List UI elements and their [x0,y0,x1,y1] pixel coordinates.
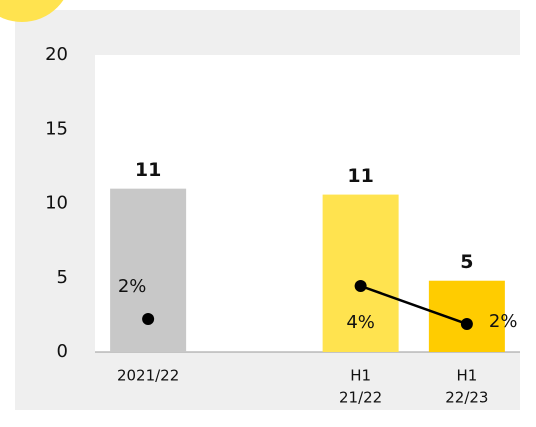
bar-value-label: 11 [347,165,373,187]
line-value-label: 4% [346,312,375,333]
y-tick-label: 20 [45,44,68,65]
x-tick-label: 2021/22 [117,367,179,385]
x-tick-label: H1 [456,367,477,385]
line-point [354,280,367,292]
bar [322,194,399,352]
bar-value-label: 5 [460,251,473,273]
line [360,284,468,326]
y-tick-label: 10 [45,193,68,214]
x-tick-label: H1 [350,367,371,385]
bar-value-label: 11 [135,159,161,181]
x-tick-label: 21/22 [339,389,382,407]
line-value-label: 2% [489,311,518,332]
y-tick-label: 0 [57,341,68,362]
y-tick-label: 15 [45,118,68,139]
line-value-label: 2% [118,276,147,297]
y-tick-label: 5 [57,267,68,288]
decor-circle [0,0,64,22]
bar [110,188,187,352]
line-point [142,313,155,325]
x-tick-label: 22/23 [445,389,488,407]
line-point [460,317,473,330]
bar [428,280,505,352]
